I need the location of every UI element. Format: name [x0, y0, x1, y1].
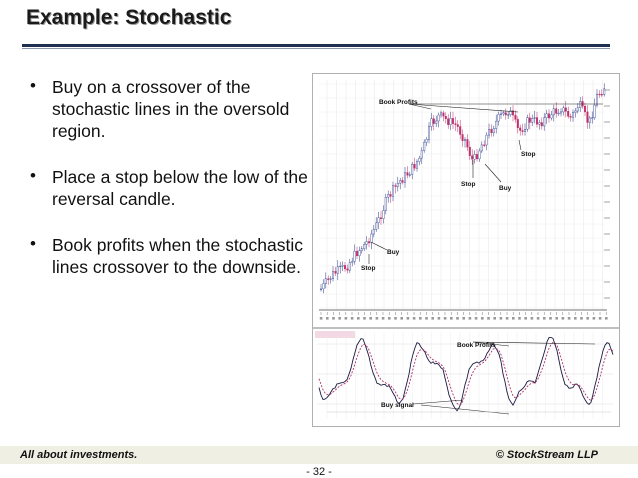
stochastic-d-line — [318, 341, 614, 406]
bullet-dot-icon: • — [30, 234, 36, 253]
chart-svg: Book Profits Stop Buy Stop Buy Stop Book… — [313, 74, 619, 426]
title-underline — [22, 44, 610, 47]
bullet-item: • Place a stop below the low of the rever… — [30, 166, 320, 210]
stochastic-chart-image: Book Profits Stop Buy Stop Buy Stop Book… — [312, 73, 620, 427]
price-candles — [319, 83, 606, 294]
bullet-dot-icon: • — [30, 166, 36, 185]
page-number: - 32 - — [306, 466, 332, 478]
bullet-list: • Buy on a crossover of the stochastic li… — [30, 76, 320, 302]
date-axis-ticks — [319, 312, 608, 320]
price-axis-ticks — [604, 89, 610, 299]
footer-bar — [0, 446, 638, 464]
oscillator-grid — [317, 332, 613, 419]
annotation-stop: Stop — [361, 265, 375, 272]
annotation-stop: Stop — [461, 181, 475, 188]
title-underline-thin — [22, 48, 610, 49]
slide-title: Example: Stochastic — [26, 6, 232, 29]
annotation-buy: Buy — [387, 249, 400, 256]
footer-copyright: © StockStream LLP — [495, 449, 598, 461]
bullet-item: • Book profits when the stochastic lines … — [30, 234, 320, 278]
annotation-book-profits: Book Profits — [457, 342, 496, 349]
bullet-item: • Buy on a crossover of the stochastic li… — [30, 76, 320, 142]
bullet-text: Place a stop below the low of the revers… — [52, 167, 308, 209]
annotation-book-profits: Book Profits — [379, 99, 418, 106]
bullet-dot-icon: • — [30, 76, 36, 95]
bullet-text: Book profits when the stochastic lines c… — [52, 235, 303, 277]
footer-tagline: All about investments. — [20, 449, 138, 461]
annotation-buy: Buy — [499, 185, 512, 192]
bullet-text: Buy on a crossover of the stochastic lin… — [52, 77, 290, 141]
stochastic-k-line — [318, 336, 614, 412]
annotation-stop: Stop — [521, 151, 535, 158]
annotation-buy-signal: Buy signal — [381, 402, 414, 409]
